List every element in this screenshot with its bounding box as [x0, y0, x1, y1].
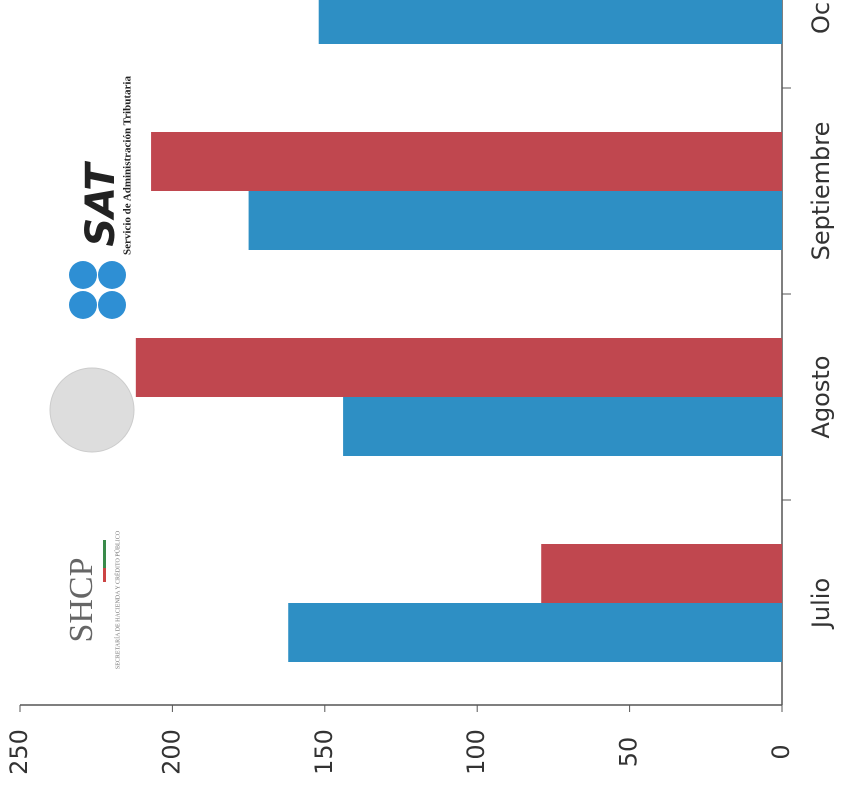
- bar: [248, 191, 783, 250]
- x-tick-label: 50: [615, 737, 643, 768]
- logo-stripe: [103, 568, 106, 582]
- category-label: Septiembre: [807, 122, 835, 261]
- emblem: [49, 367, 135, 453]
- logo-dot: [98, 261, 126, 289]
- category-label: Oc: [807, 2, 835, 34]
- x-tick-label: 100: [462, 729, 490, 775]
- x-tick-label: 0: [767, 744, 795, 759]
- sat-logo: SAT Servicio de Administración Tributari…: [69, 76, 134, 319]
- bar: [318, 0, 782, 44]
- sat-subtitle: Servicio de Administración Tributaria: [122, 76, 134, 255]
- bar: [151, 132, 783, 191]
- sat-text: SAT: [78, 161, 124, 247]
- shcp-subtitle: SECRETARÍA DE HACIENDA Y CRÉDITO PÚBLICO: [113, 530, 121, 669]
- bar: [135, 338, 783, 397]
- shcp-text: SHCP: [63, 557, 100, 642]
- category-label: Julio: [807, 578, 835, 630]
- shcp-logo: SHCP SECRETARÍA DE HACIENDA Y CRÉDITO PÚ…: [63, 530, 122, 669]
- bar: [541, 544, 782, 603]
- logo-stripe: [103, 540, 106, 568]
- x-tick-label: 200: [157, 729, 185, 775]
- bar: [288, 603, 782, 662]
- x-tick-label: 150: [310, 729, 338, 775]
- logo-dot: [69, 261, 97, 289]
- logo-dot: [98, 291, 126, 319]
- category-label: Agosto: [807, 356, 835, 439]
- logo-dot: [69, 291, 97, 319]
- bar: [343, 397, 782, 456]
- x-tick-label: 250: [5, 729, 33, 775]
